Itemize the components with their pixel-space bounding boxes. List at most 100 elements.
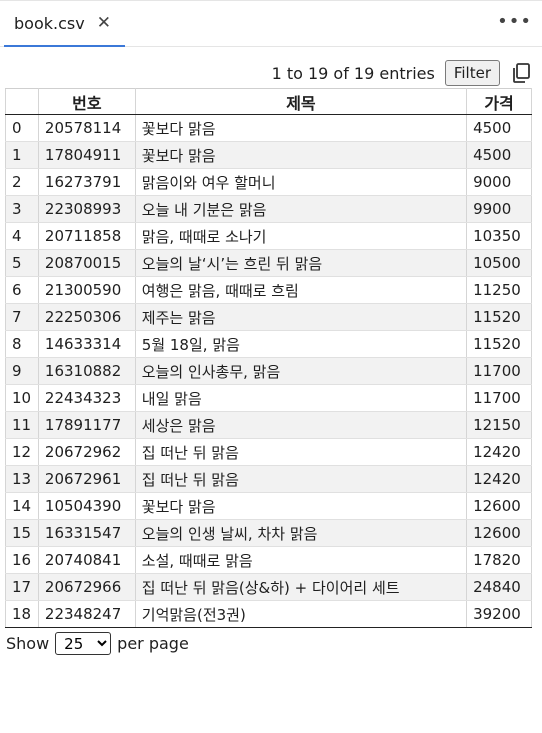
cell-index: 17 <box>5 573 39 601</box>
cell-price: 4500 <box>466 114 532 142</box>
cell-index: 10 <box>5 384 39 412</box>
table-row: 0 20578114 꽃보다 맑음 4500 <box>5 114 532 142</box>
cell-price: 17820 <box>466 546 532 574</box>
cell-number: 20672961 <box>37 465 136 493</box>
table-row: 12 20672962 집 떠난 뒤 맑음 12420 <box>5 438 532 466</box>
cell-index: 16 <box>5 546 39 574</box>
table-row: 7 22250306 제주는 맑음 11520 <box>5 303 532 331</box>
cell-price: 12420 <box>466 438 532 466</box>
cell-number: 16273791 <box>37 168 136 196</box>
cell-title: 집 떠난 뒤 맑음 <box>134 465 468 493</box>
cell-title: 오늘의 날‘시’는 흐린 뒤 맑음 <box>134 249 468 277</box>
tab-book-csv[interactable]: book.csv ✕ <box>4 2 125 47</box>
cell-index: 0 <box>5 114 39 142</box>
cell-number: 20740841 <box>37 546 136 574</box>
cell-index: 13 <box>5 465 39 493</box>
cell-title: 오늘의 인생 날씨, 차차 맑음 <box>134 519 468 547</box>
cell-number: 20870015 <box>37 249 136 277</box>
close-icon[interactable]: ✕ <box>96 13 111 33</box>
cell-index: 7 <box>5 303 39 331</box>
cell-index: 9 <box>5 357 39 385</box>
cell-title: 5월 18일, 맑음 <box>134 330 468 358</box>
cell-price: 11520 <box>466 330 532 358</box>
table-header-row: 번호 제목 가격 <box>5 88 532 115</box>
table-row: 9 16310882 오늘의 인사총무, 맑음 11700 <box>5 357 532 385</box>
table-row: 13 20672961 집 떠난 뒤 맑음 12420 <box>5 465 532 493</box>
cell-number: 20672966 <box>37 573 136 601</box>
cell-title: 오늘 내 기분은 맑음 <box>134 195 468 223</box>
cell-price: 11700 <box>466 384 532 412</box>
table-row: 16 20740841 소설, 때때로 맑음 17820 <box>5 546 532 574</box>
cell-price: 11250 <box>466 276 532 304</box>
per-page-label: per page <box>117 634 189 653</box>
cell-number: 22348247 <box>37 600 136 628</box>
cell-price: 12600 <box>466 519 532 547</box>
cell-price: 24840 <box>466 573 532 601</box>
cell-title: 내일 맑음 <box>134 384 468 412</box>
cell-index: 6 <box>5 276 39 304</box>
cell-index: 2 <box>5 168 39 196</box>
table-row: 14 10504390 꽃보다 맑음 12600 <box>5 492 532 520</box>
cell-price: 12420 <box>466 465 532 493</box>
cell-title: 꽃보다 맑음 <box>134 114 468 142</box>
cell-price: 9000 <box>466 168 532 196</box>
cell-number: 17891177 <box>37 411 136 439</box>
cell-index: 15 <box>5 519 39 547</box>
cell-title: 소설, 때때로 맑음 <box>134 546 468 574</box>
table-row: 6 21300590 여행은 맑음, 때때로 흐림 11250 <box>5 276 532 304</box>
cell-price: 10500 <box>466 249 532 277</box>
table-toolbar: 1 to 19 of 19 entries Filter <box>0 58 532 88</box>
cell-number: 14633314 <box>37 330 136 358</box>
cell-price: 10350 <box>466 222 532 250</box>
column-header-price[interactable]: 가격 <box>466 88 532 115</box>
table-row: 18 22348247 기억맑음(전3권) 39200 <box>5 600 532 628</box>
tab-bar: book.csv ✕ ••• <box>0 0 542 47</box>
cell-index: 18 <box>5 600 39 628</box>
cell-price: 39200 <box>466 600 532 628</box>
table-row: 10 22434323 내일 맑음 11700 <box>5 384 532 412</box>
copy-icon[interactable] <box>510 62 532 84</box>
table-row: 3 22308993 오늘 내 기분은 맑음 9900 <box>5 195 532 223</box>
entries-count: 1 to 19 of 19 entries <box>271 63 435 83</box>
cell-index: 3 <box>5 195 39 223</box>
table-row: 1 17804911 꽃보다 맑음 4500 <box>5 141 532 169</box>
cell-title: 맑음, 때때로 소나기 <box>134 222 468 250</box>
data-table: 번호 제목 가격 0 20578114 꽃보다 맑음 4500 1 17804911 꽃보다… <box>5 88 532 628</box>
cell-number: 17804911 <box>37 141 136 169</box>
cell-index: 1 <box>5 141 39 169</box>
cell-index: 12 <box>5 438 39 466</box>
cell-number: 16310882 <box>37 357 136 385</box>
cell-title: 오늘의 인사총무, 맑음 <box>134 357 468 385</box>
cell-title: 기억맑음(전3권) <box>134 600 468 628</box>
table-row: 2 16273791 맑음이와 여우 할머니 9000 <box>5 168 532 196</box>
column-header-number[interactable]: 번호 <box>37 88 136 115</box>
show-label: Show <box>6 634 50 653</box>
cell-price: 12150 <box>466 411 532 439</box>
cell-number: 10504390 <box>37 492 136 520</box>
cell-price: 12600 <box>466 492 532 520</box>
cell-title: 제주는 맑음 <box>134 303 468 331</box>
column-header-index[interactable] <box>5 88 39 115</box>
cell-price: 11520 <box>466 303 532 331</box>
pagination-controls: Show 25 per page <box>6 632 189 655</box>
table-row: 5 20870015 오늘의 날‘시’는 흐린 뒤 맑음 10500 <box>5 249 532 277</box>
column-header-title[interactable]: 제목 <box>134 88 468 115</box>
cell-number: 22250306 <box>37 303 136 331</box>
cell-title: 꽃보다 맑음 <box>134 141 468 169</box>
page-size-select[interactable]: 25 <box>55 632 112 655</box>
tab-title: book.csv <box>14 14 85 33</box>
table-row: 4 20711858 맑음, 때때로 소나기 10350 <box>5 222 532 250</box>
cell-index: 11 <box>5 411 39 439</box>
more-options-icon[interactable]: ••• <box>497 11 532 32</box>
cell-index: 14 <box>5 492 39 520</box>
table-row: 15 16331547 오늘의 인생 날씨, 차차 맑음 12600 <box>5 519 532 547</box>
filter-button[interactable]: Filter <box>444 60 500 86</box>
cell-title: 맑음이와 여우 할머니 <box>134 168 468 196</box>
cell-price: 4500 <box>466 141 532 169</box>
table-row: 17 20672966 집 떠난 뒤 맑음(상&하) + 다이어리 세트 24840 <box>5 573 532 601</box>
cell-number: 21300590 <box>37 276 136 304</box>
cell-title: 꽃보다 맑음 <box>134 492 468 520</box>
cell-title: 집 떠난 뒤 맑음(상&하) + 다이어리 세트 <box>134 573 468 601</box>
cell-index: 5 <box>5 249 39 277</box>
cell-title: 집 떠난 뒤 맑음 <box>134 438 468 466</box>
